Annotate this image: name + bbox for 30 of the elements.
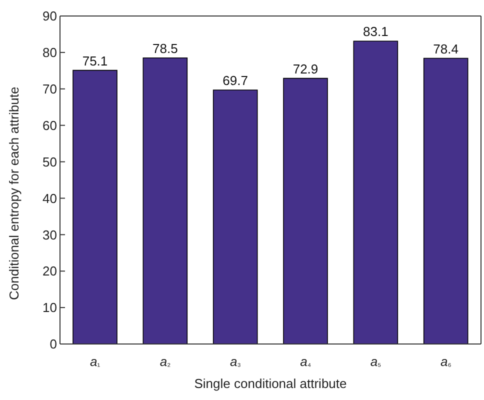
x-tick-label: a₂ — [160, 354, 172, 369]
x-tick-label: a₅ — [370, 354, 382, 369]
bar — [142, 58, 188, 344]
y-tick-label: 70 — [42, 82, 57, 97]
data-label: 72.9 — [292, 61, 318, 76]
x-axis-title: Single conditional attribute — [194, 376, 347, 391]
data-label: 75.1 — [82, 53, 108, 68]
y-tick-label: 40 — [42, 190, 57, 206]
data-label: 78.4 — [433, 41, 458, 56]
x-tick-label: a₁ — [90, 354, 100, 369]
y-tick-label: 50 — [42, 154, 57, 170]
bar — [212, 90, 258, 344]
bar — [72, 70, 118, 344]
y-tick-label: 90 — [42, 8, 57, 24]
y-axis-title: Conditional entropy for each attribute — [6, 86, 22, 300]
data-label: 78.5 — [152, 40, 178, 56]
y-tick-label: 20 — [42, 264, 57, 279]
data-label: 83.1 — [363, 24, 388, 40]
bar — [353, 40, 398, 344]
y-tick-label: 10 — [42, 300, 57, 316]
bar — [423, 58, 468, 344]
y-tick-label: 30 — [42, 227, 57, 242]
y-tick-label: 0 — [50, 336, 57, 352]
bar — [283, 78, 328, 344]
y-tick-label: 60 — [42, 118, 57, 133]
data-label: 69.7 — [222, 72, 248, 88]
y-tick-label: 80 — [42, 45, 57, 60]
x-tick-label: a₆ — [440, 354, 452, 369]
x-tick-label: a₃ — [230, 354, 242, 369]
x-tick-label: a₄ — [300, 354, 312, 369]
